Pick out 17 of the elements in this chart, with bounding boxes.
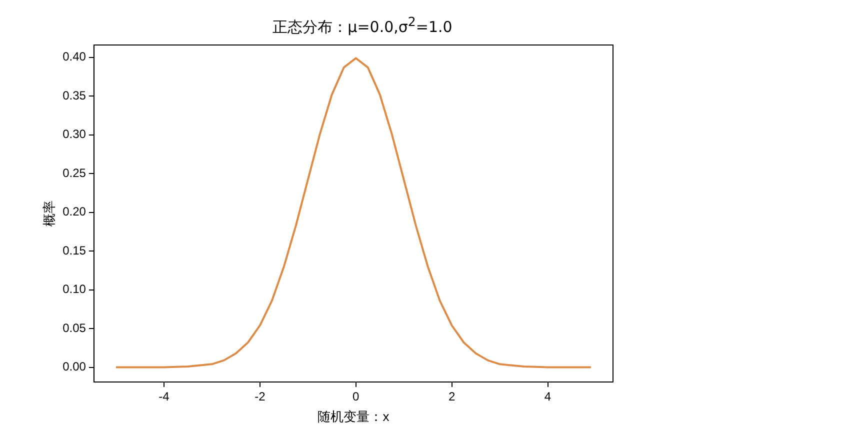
y-axis-title: 概率 xyxy=(41,200,56,226)
y-tick-label: 0.35 xyxy=(62,88,86,102)
y-tick-label: 0.10 xyxy=(62,282,86,296)
y-tick-label: 0.15 xyxy=(62,243,86,258)
x-tick-label: -2 xyxy=(254,390,266,404)
y-tick-label: 0.05 xyxy=(62,320,86,335)
y-tick-label: 0.25 xyxy=(62,166,86,180)
y-tick-label: 0.40 xyxy=(62,50,86,64)
x-tick-label: 2 xyxy=(448,390,456,404)
y-tick-label: 0.00 xyxy=(62,360,86,374)
y-tick-label: 0.30 xyxy=(62,127,86,142)
x-axis-title: 随机变量：x xyxy=(318,408,390,424)
chart-title: 正态分布：μ=0.0,σ$^{2}$=1.0 xyxy=(272,14,454,37)
x-tick-label: 0 xyxy=(352,390,360,404)
x-tick-label: 4 xyxy=(544,390,552,404)
y-tick-label: 0.20 xyxy=(62,204,86,219)
x-tick-label: -4 xyxy=(158,390,170,404)
